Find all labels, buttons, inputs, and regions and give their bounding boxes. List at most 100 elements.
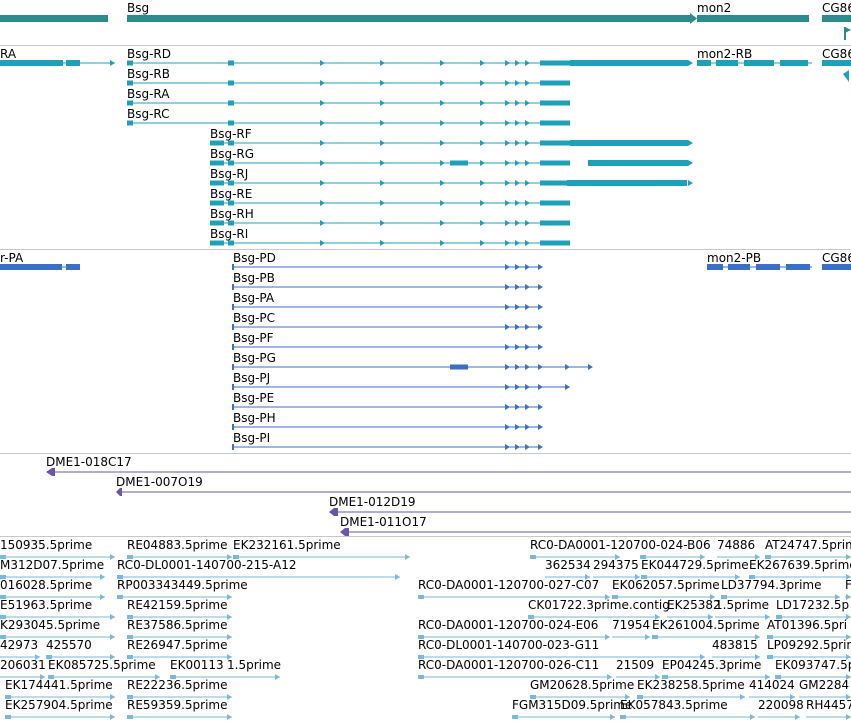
strand-arrow bbox=[525, 220, 530, 226]
exon-block bbox=[780, 60, 808, 66]
est-block bbox=[117, 575, 123, 579]
strand-arrow bbox=[515, 364, 520, 370]
est-arrow bbox=[795, 714, 800, 720]
strand-arrow bbox=[525, 304, 530, 310]
gene-bar-mon2[interactable] bbox=[697, 15, 809, 22]
protein-label: Bsg-PH bbox=[233, 411, 276, 425]
est-arrow bbox=[227, 614, 232, 620]
strand-arrow bbox=[538, 424, 543, 430]
strand-arrow bbox=[525, 100, 530, 106]
gene-bar-cg86[interactable] bbox=[822, 15, 851, 22]
est-arrow bbox=[700, 554, 705, 560]
strand-arrow bbox=[505, 304, 510, 310]
exon-block bbox=[744, 60, 774, 66]
est-label: RE42159.5prime bbox=[127, 598, 228, 612]
clone-start-marker bbox=[116, 488, 122, 496]
protein-label: Bsg-PJ bbox=[233, 371, 271, 385]
est-block bbox=[612, 595, 618, 599]
transcript-label: Bsg-RF bbox=[210, 127, 252, 141]
est-arrow bbox=[846, 594, 851, 600]
strand-arrow bbox=[515, 100, 520, 106]
est-arrow bbox=[110, 614, 115, 620]
protein-label: CG86 bbox=[822, 251, 851, 265]
strand-arrow bbox=[320, 220, 325, 226]
est-block bbox=[512, 715, 518, 719]
strand-arrow bbox=[320, 60, 325, 66]
est-arrow bbox=[227, 654, 232, 660]
protein-label: Bsg-PE bbox=[233, 391, 275, 405]
gene-bar-bsg[interactable] bbox=[127, 15, 690, 22]
strand-arrow bbox=[515, 324, 520, 330]
exon-block bbox=[216, 240, 224, 246]
transcript-label: CG86 bbox=[822, 47, 851, 61]
est-block bbox=[530, 695, 536, 699]
est-arrow bbox=[740, 694, 745, 700]
exon-block bbox=[216, 160, 224, 166]
est-label: EK00113 bbox=[170, 658, 224, 672]
strand-arrow bbox=[380, 140, 385, 146]
est-block bbox=[46, 655, 52, 659]
est-label: 1.5prime bbox=[715, 598, 770, 612]
exon-block bbox=[216, 140, 224, 146]
est-arrow bbox=[708, 614, 713, 620]
est-arrow bbox=[700, 654, 705, 660]
exon-block bbox=[210, 180, 216, 186]
strand-arrow bbox=[380, 240, 385, 246]
est-arrow bbox=[655, 614, 660, 620]
est-block bbox=[418, 675, 424, 679]
exon-block bbox=[570, 140, 688, 146]
protein-label: Bsg-PA bbox=[233, 291, 275, 305]
gene-bar[interactable] bbox=[0, 15, 108, 22]
protein-label: mon2-PB bbox=[707, 251, 762, 265]
est-block bbox=[637, 695, 643, 699]
est-label: GM20628.5prime bbox=[530, 678, 635, 692]
strand-arrow bbox=[505, 264, 510, 270]
transcript-label: RA bbox=[0, 47, 17, 61]
est-arrow bbox=[655, 674, 660, 680]
est-block bbox=[418, 595, 424, 599]
transcript-label: Bsg-RA bbox=[127, 87, 170, 101]
strand-arrow bbox=[538, 324, 543, 330]
est-arrow bbox=[645, 634, 650, 640]
strand-arrow bbox=[515, 60, 520, 66]
est-arrow bbox=[846, 574, 851, 580]
est-label: 362534 bbox=[545, 558, 591, 572]
est-arrow bbox=[110, 554, 115, 560]
exon-block bbox=[210, 200, 216, 206]
est-label: LD37794.3prime bbox=[721, 578, 822, 592]
exon-block bbox=[450, 364, 468, 370]
strand-arrow bbox=[505, 200, 510, 206]
strand-arrow bbox=[480, 220, 485, 226]
est-arrow bbox=[100, 574, 105, 580]
strand-arrow bbox=[320, 80, 325, 86]
exon-block bbox=[570, 60, 688, 66]
strand-arrow bbox=[480, 60, 485, 66]
est-block bbox=[117, 595, 123, 599]
transcript-label: Bsg-RD bbox=[127, 47, 172, 61]
est-arrow bbox=[735, 574, 740, 580]
est-block bbox=[640, 555, 646, 559]
est-label: FGM315D09.5prime bbox=[512, 698, 633, 712]
est-arrow bbox=[227, 554, 232, 560]
est-label: EK232161.5prime bbox=[233, 538, 341, 552]
est-label: 425570 bbox=[46, 638, 92, 652]
est-label: RH4457 bbox=[806, 698, 851, 712]
strand-arrow bbox=[480, 120, 485, 126]
est-block bbox=[775, 675, 781, 679]
gene-arrow bbox=[690, 13, 697, 24]
exon-block bbox=[216, 200, 224, 206]
est-block bbox=[127, 655, 133, 659]
strand-arrow bbox=[688, 160, 693, 166]
est-block bbox=[0, 555, 6, 559]
est-block bbox=[418, 635, 424, 639]
strand-arrow bbox=[505, 364, 510, 370]
clone-label: DME1-007O19 bbox=[116, 475, 203, 489]
strand-arrow bbox=[380, 160, 385, 166]
est-block bbox=[528, 615, 534, 619]
exon-block bbox=[127, 120, 133, 126]
est-arrow bbox=[635, 574, 640, 580]
strand-arrow bbox=[525, 200, 530, 206]
strand-arrow bbox=[588, 364, 593, 370]
strand-arrow bbox=[525, 324, 530, 330]
